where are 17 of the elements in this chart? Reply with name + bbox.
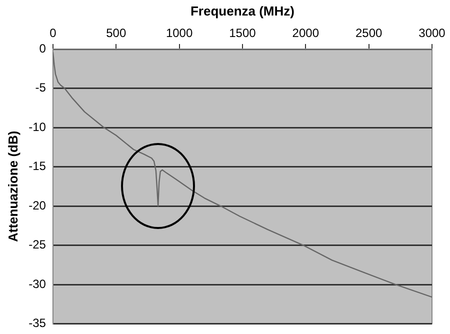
x-tick-label: 1500 [229, 26, 256, 40]
y-tick-label: -10 [28, 120, 46, 134]
y-tick-label: -30 [28, 276, 46, 291]
y-tick-label: -5 [35, 80, 46, 95]
y-axis-title: Attenuazione (dB) [5, 130, 20, 242]
x-tick-label: 2000 [292, 26, 320, 40]
y-tick-label: -20 [28, 198, 46, 212]
x-axis-title: Frequenza (MHz) [190, 3, 294, 18]
y-tick-label: 0 [39, 41, 46, 56]
x-tick-label: 2500 [355, 26, 382, 40]
x-tick-label: 500 [106, 26, 126, 40]
y-tick-label: -35 [28, 316, 46, 330]
y-tick-label: -25 [28, 238, 46, 252]
x-tick-label: 3000 [418, 26, 446, 40]
y-tick-label: -15 [28, 159, 46, 174]
x-tick-label: 1000 [166, 26, 193, 40]
x-tick-label: 0 [50, 26, 57, 40]
